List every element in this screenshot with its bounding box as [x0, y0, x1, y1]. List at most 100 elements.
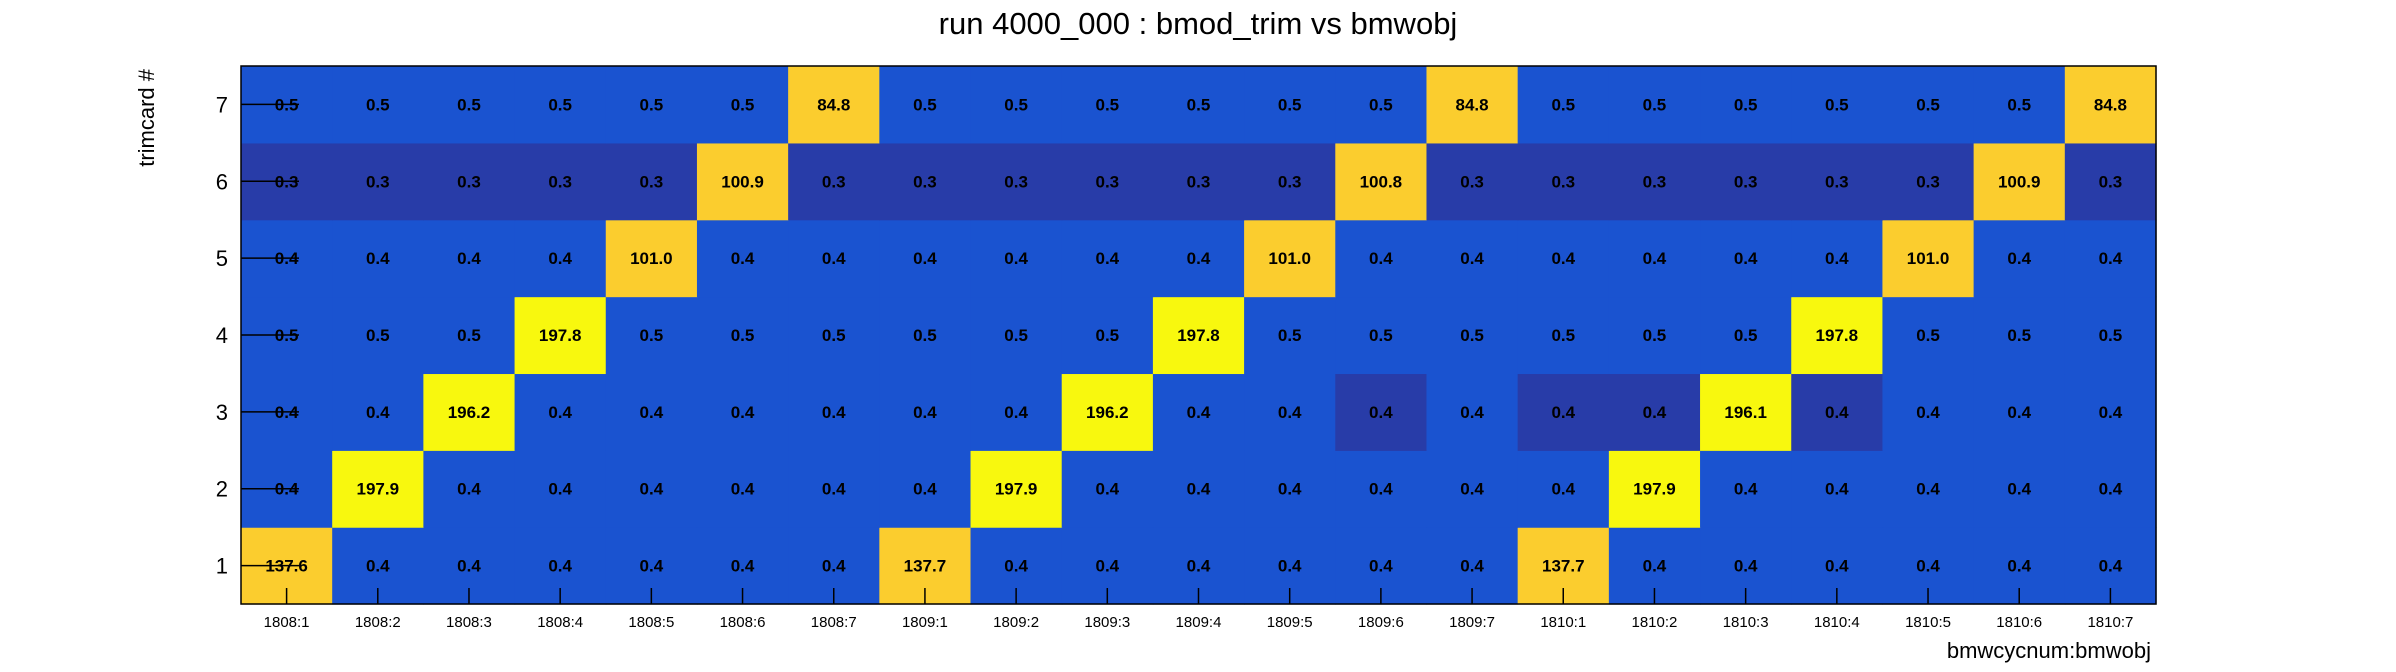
- cell-value-label: 0.5: [1278, 95, 1302, 114]
- cell-value-label: 0.4: [1095, 249, 1119, 268]
- heatmap-cell: [1700, 142, 1792, 221]
- heatmap-cell: [423, 296, 516, 375]
- y-tick-label: 7: [216, 92, 228, 117]
- cell-value-label: 0.3: [1825, 172, 1849, 191]
- x-tick-label: 1810:2: [1632, 614, 1678, 631]
- cell-value-label: 0.4: [2007, 249, 2031, 268]
- cell-value-label: 0.5: [1460, 326, 1484, 345]
- cell-value-label: 0.5: [1551, 95, 1575, 114]
- heatmap-cell: [1791, 66, 1884, 144]
- heatmap-cell: [605, 373, 698, 451]
- cell-value-label: 0.4: [1734, 557, 1758, 576]
- cell-value-label: 196.2: [448, 403, 491, 422]
- x-tick-label: 1809:2: [993, 614, 1039, 631]
- heatmap-cell: [1061, 296, 1154, 375]
- cell-value-label: 0.4: [1278, 557, 1302, 576]
- cell-value-label: 0.5: [1187, 95, 1211, 114]
- cell-value-label: 0.5: [2099, 326, 2123, 345]
- cell-value-label: 137.7: [1542, 557, 1585, 576]
- heatmap-cell: [514, 66, 607, 144]
- cell-value-label: 0.4: [2007, 480, 2031, 499]
- heatmap-cell: [788, 373, 880, 451]
- cell-value-label: 84.8: [1456, 95, 1489, 114]
- cell-value-label: 0.4: [640, 403, 664, 422]
- heatmap-cell: [1061, 450, 1154, 528]
- cell-value-label: 0.4: [1460, 403, 1484, 422]
- cell-value-label: 100.9: [1998, 172, 2041, 191]
- y-tick-label: 3: [216, 400, 228, 425]
- heatmap-cell: [514, 296, 607, 375]
- cell-value-label: 0.5: [2007, 326, 2031, 345]
- cell-value-label: 0.3: [1643, 172, 1667, 191]
- heatmap-cell: [696, 219, 789, 298]
- heatmap-cell: [970, 142, 1063, 221]
- heatmap-cell: [2064, 450, 2157, 528]
- cell-value-label: 0.3: [1278, 172, 1302, 191]
- cell-value-label: 0.5: [1916, 326, 1940, 345]
- heatmap-cell: [1973, 450, 2066, 528]
- y-tick-label: 2: [216, 477, 228, 502]
- heatmap-cell: [1426, 373, 1519, 451]
- heatmap-cell: [332, 142, 424, 221]
- x-tick-label: 1809:1: [902, 614, 948, 631]
- cell-value-label: 0.5: [913, 326, 937, 345]
- heatmap-cell: [879, 219, 972, 298]
- heatmap-cell: [332, 296, 424, 375]
- heatmap-cell: [1517, 450, 1610, 528]
- heatmap-cell: [1426, 296, 1519, 375]
- heatmap-cell: [1244, 66, 1336, 144]
- cell-value-label: 0.4: [1004, 403, 1028, 422]
- cell-value-label: 0.3: [822, 172, 846, 191]
- heatmap-cell: [1152, 450, 1245, 528]
- cell-value-label: 0.3: [366, 172, 390, 191]
- cell-value-label: 0.5: [1369, 95, 1393, 114]
- heatmap-cell: [2064, 296, 2157, 375]
- x-tick-label: 1810:4: [1814, 614, 1860, 631]
- x-tick-label: 1808:5: [628, 614, 674, 631]
- cell-value-label: 0.4: [1004, 249, 1028, 268]
- y-tick-label: 4: [216, 323, 228, 348]
- heatmap-cell: [1973, 296, 2066, 375]
- heatmap-cell: [1517, 142, 1610, 221]
- heatmap-cell: [1426, 142, 1519, 221]
- cell-value-label: 0.4: [1278, 480, 1302, 499]
- y-tick-labels: 1 2 3 4 5 6 7: [216, 92, 228, 578]
- cell-value-label: 0.5: [457, 326, 481, 345]
- cell-value-label: 0.5: [366, 95, 390, 114]
- heatmap-cell-labels: 137.6 0.4 0.4 0.4 0.4 0.4 0.4 137.7 0.4 0.4 0.4 0.4…: [265, 95, 2127, 575]
- cell-value-label: 0.3: [2099, 172, 2123, 191]
- cell-value-label: 0.5: [548, 95, 572, 114]
- cell-value-label: 0.5: [1643, 95, 1667, 114]
- heatmap-cell: [1791, 219, 1884, 298]
- x-tick-label: 1809:3: [1084, 614, 1130, 631]
- cell-value-label: 197.9: [1633, 480, 1676, 499]
- heatmap-cell: [1335, 219, 1428, 298]
- heatmap-cell: [423, 66, 516, 144]
- heatmap-cell: [696, 142, 789, 221]
- heatmap-cell: [1335, 373, 1428, 451]
- cell-value-label: 0.3: [1734, 172, 1758, 191]
- cell-value-label: 0.3: [640, 172, 664, 191]
- heatmap-cell: [1517, 296, 1610, 375]
- axis-ticks: [241, 103, 2112, 604]
- heatmap-cell: [696, 373, 789, 451]
- heatmap-cell: [970, 219, 1063, 298]
- heatmap-cell: [1608, 66, 1701, 144]
- chart-title: run 4000_000 : bmod_trim vs bmwobj: [939, 6, 1458, 41]
- heatmap-cell: [423, 373, 516, 451]
- cell-value-label: 0.5: [731, 95, 755, 114]
- cell-value-label: 0.3: [1551, 172, 1575, 191]
- cell-value-label: 0.4: [548, 480, 572, 499]
- cell-value-label: 0.5: [1004, 326, 1028, 345]
- cell-value-label: 0.4: [913, 249, 937, 268]
- x-tick-label: 1810:3: [1723, 614, 1769, 631]
- cell-value-label: 0.4: [1187, 557, 1211, 576]
- cell-value-label: 0.4: [731, 557, 755, 576]
- cell-value-label: 0.5: [822, 326, 846, 345]
- heatmap-cell: [1335, 142, 1428, 221]
- cell-value-label: 0.4: [1369, 557, 1393, 576]
- heatmap-cell: [1791, 450, 1884, 528]
- cell-value-label: 0.5: [1643, 326, 1667, 345]
- cell-value-label: 0.4: [1643, 249, 1667, 268]
